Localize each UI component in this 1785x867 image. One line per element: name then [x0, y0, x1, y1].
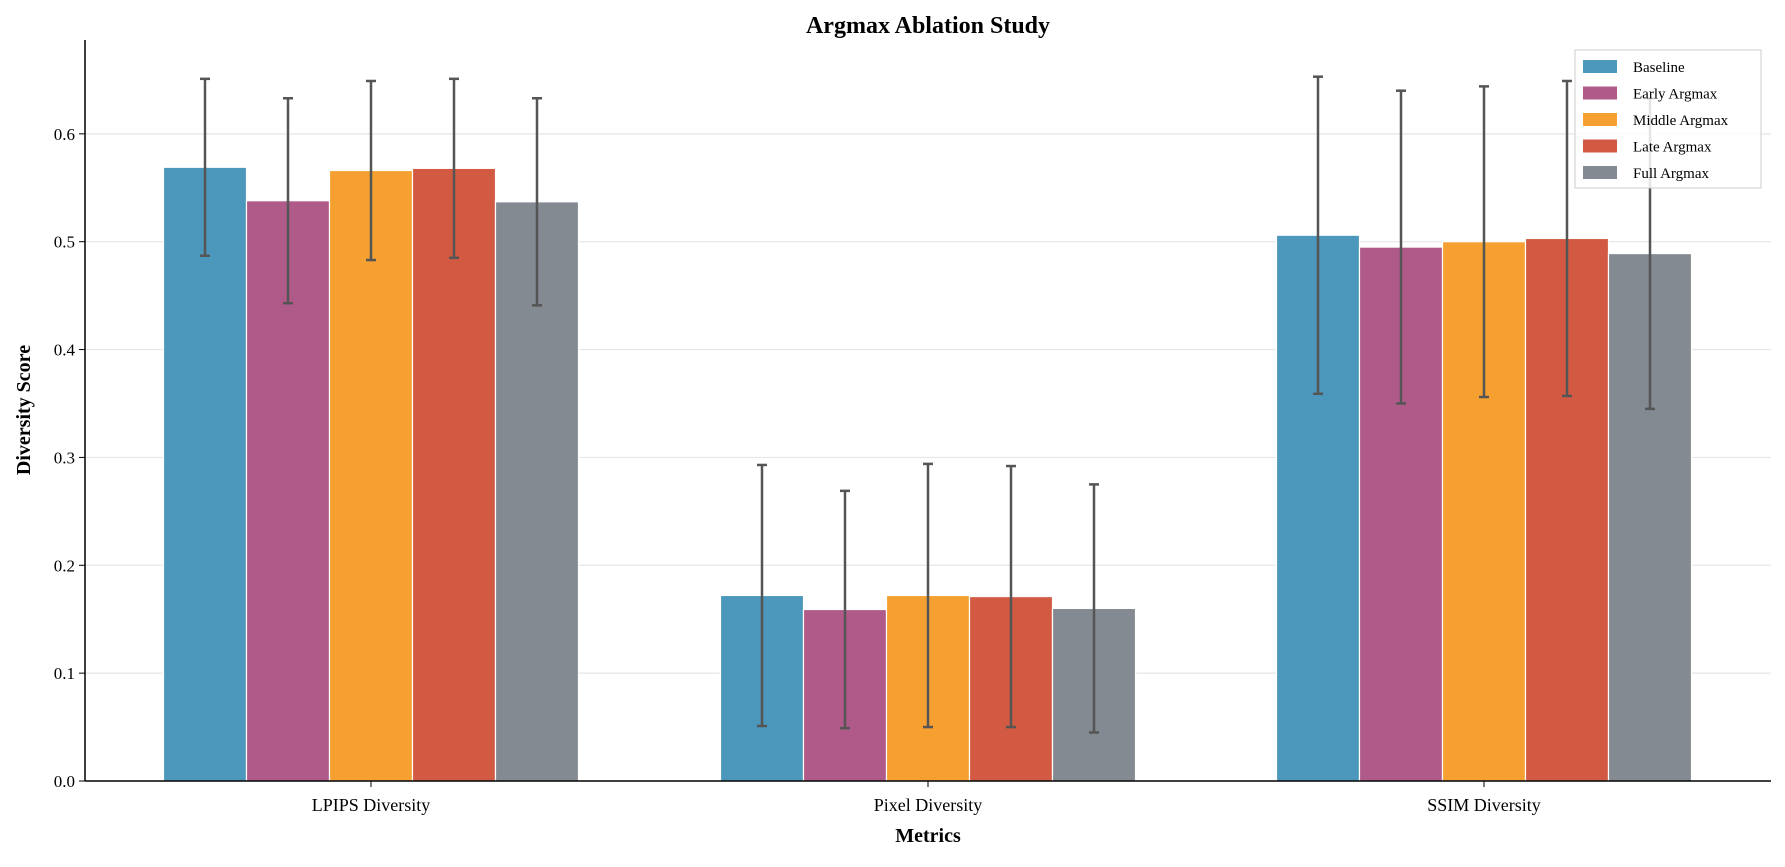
legend-swatch — [1583, 113, 1617, 126]
legend-swatch — [1583, 139, 1617, 153]
x-tick-label: SSIM Diversity — [1427, 795, 1541, 815]
legend-label: Baseline — [1633, 60, 1685, 76]
x-axis-label: Metrics — [895, 825, 961, 847]
y-tick-label: 0.1 — [54, 664, 75, 683]
y-tick-label: 0.6 — [54, 125, 75, 144]
legend-label: Late Argmax — [1633, 140, 1712, 156]
bar-late-argmax — [411, 167, 497, 782]
x-tick-label: Pixel Diversity — [874, 795, 983, 815]
legend-swatch — [1583, 60, 1617, 73]
chart-title: Argmax Ablation Study — [806, 13, 1050, 39]
y-axis-label: Diversity Score — [13, 345, 35, 475]
y-tick-label: 0.2 — [54, 556, 75, 575]
y-tick-label: 0.0 — [54, 772, 75, 791]
x-tick-label: LPIPS Diversity — [312, 795, 431, 815]
bar-baseline — [162, 166, 248, 782]
legend-label: Middle Argmax — [1633, 113, 1729, 129]
y-tick-label: 0.3 — [54, 448, 75, 467]
y-tick-label: 0.5 — [54, 233, 75, 252]
bar-middle-argmax — [328, 169, 414, 782]
legend-swatch — [1583, 86, 1617, 100]
legend-swatch — [1583, 166, 1617, 179]
legend-label: Full Argmax — [1633, 166, 1709, 182]
y-tick-label: 0.4 — [54, 341, 76, 360]
legend-label: Early Argmax — [1633, 87, 1718, 103]
legend: Baseline Early Argmax Middle Argmax Late Ar… — [1574, 49, 1762, 189]
